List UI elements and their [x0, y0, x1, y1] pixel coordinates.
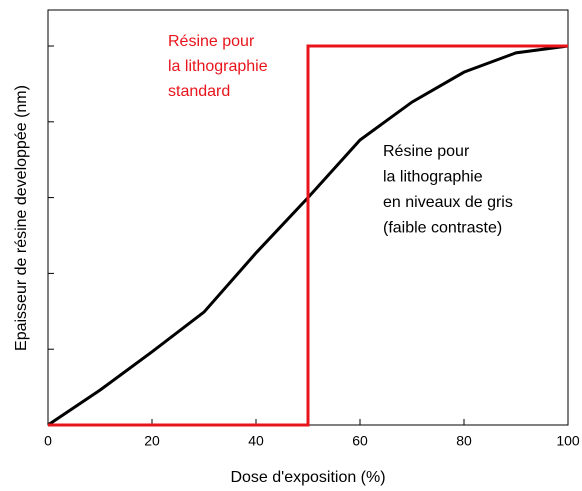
x-tick-label: 20 [144, 433, 160, 449]
annotation: Résine pour [168, 33, 255, 50]
annotation: en niveaux de gris [383, 194, 513, 211]
annotation: la lithographie [168, 58, 268, 75]
annotation: Résine pour [383, 143, 470, 160]
x-axis-label: Dose d'exposition (%) [230, 469, 385, 486]
x-tick-label: 60 [352, 433, 368, 449]
x-tick-label: 0 [44, 433, 52, 449]
x-tick-label: 80 [456, 433, 472, 449]
annotation: (faible contraste) [383, 220, 502, 237]
x-tick-label: 40 [248, 433, 264, 449]
y-axis-label: Epaisseur de résine developpée (nm) [13, 85, 30, 351]
annotation: standard [168, 83, 230, 100]
series-line [48, 44, 568, 427]
x-tick-label: 100 [556, 433, 580, 449]
annotation: la lithographie [383, 169, 483, 186]
